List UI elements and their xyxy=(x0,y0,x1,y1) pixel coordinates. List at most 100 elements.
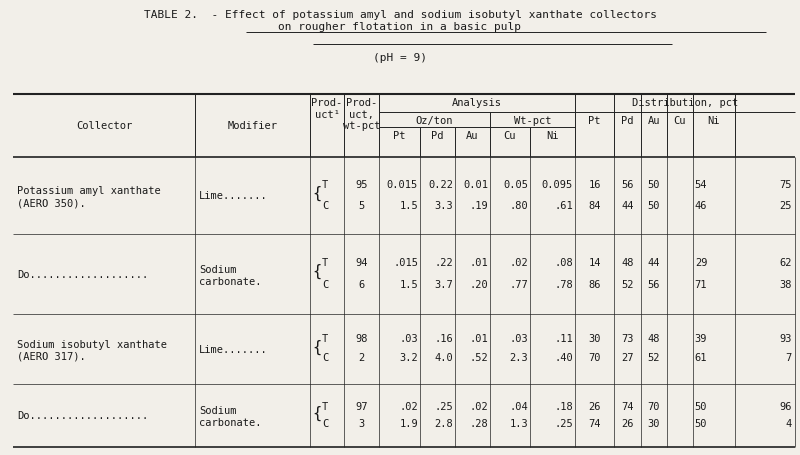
Text: {: { xyxy=(312,339,321,354)
Text: 3: 3 xyxy=(358,418,365,428)
Text: 26: 26 xyxy=(622,418,634,428)
Text: {: { xyxy=(312,405,321,420)
Text: C: C xyxy=(322,418,328,428)
Text: .04: .04 xyxy=(510,401,528,411)
Text: Potassium amyl xanthate: Potassium amyl xanthate xyxy=(17,186,161,196)
Text: Pd: Pd xyxy=(622,116,634,126)
Text: 52: 52 xyxy=(622,279,634,289)
Text: 94: 94 xyxy=(355,258,368,268)
Text: carbonate.: carbonate. xyxy=(199,276,262,286)
Text: 2.8: 2.8 xyxy=(434,418,453,428)
Text: Au: Au xyxy=(648,116,660,126)
Text: 70: 70 xyxy=(648,401,660,411)
Text: .02: .02 xyxy=(470,401,488,411)
Text: 30: 30 xyxy=(588,334,601,344)
Text: 27: 27 xyxy=(622,353,634,363)
Text: 16: 16 xyxy=(588,180,601,190)
Text: 0.015: 0.015 xyxy=(386,180,418,190)
Text: 95: 95 xyxy=(355,180,368,190)
Text: 3.7: 3.7 xyxy=(434,279,453,289)
Text: .40: .40 xyxy=(554,353,573,363)
Text: 0.05: 0.05 xyxy=(503,180,528,190)
Text: 52: 52 xyxy=(648,353,660,363)
Text: Do...................: Do................... xyxy=(17,410,148,420)
Text: 71: 71 xyxy=(694,279,707,289)
Text: 4: 4 xyxy=(786,418,792,428)
Text: Prod-
uct,
wt-pct: Prod- uct, wt-pct xyxy=(342,98,380,131)
Text: Distribution, pct: Distribution, pct xyxy=(632,98,738,108)
Text: {: { xyxy=(312,263,321,279)
Text: .02: .02 xyxy=(399,401,418,411)
Text: Lime.......: Lime....... xyxy=(199,191,268,201)
Text: 1.5: 1.5 xyxy=(399,279,418,289)
Text: Collector: Collector xyxy=(76,121,132,131)
Text: 4.0: 4.0 xyxy=(434,353,453,363)
Text: .77: .77 xyxy=(510,279,528,289)
Text: 0.22: 0.22 xyxy=(428,180,453,190)
Text: .52: .52 xyxy=(470,353,488,363)
Text: 54: 54 xyxy=(694,180,707,190)
Text: 97: 97 xyxy=(355,401,368,411)
Text: {: { xyxy=(312,185,321,201)
Text: 3.3: 3.3 xyxy=(434,200,453,210)
Text: .08: .08 xyxy=(554,258,573,268)
Text: (pH = 9): (pH = 9) xyxy=(373,53,427,63)
Text: .16: .16 xyxy=(434,334,453,344)
Text: 70: 70 xyxy=(588,353,601,363)
Text: Au: Au xyxy=(466,131,478,141)
Text: C: C xyxy=(322,279,328,289)
Text: .80: .80 xyxy=(510,200,528,210)
Text: 74: 74 xyxy=(588,418,601,428)
Text: 25: 25 xyxy=(779,200,792,210)
Text: 14: 14 xyxy=(588,258,601,268)
Text: 46: 46 xyxy=(694,200,707,210)
Text: 48: 48 xyxy=(648,334,660,344)
Text: .25: .25 xyxy=(434,401,453,411)
Text: 44: 44 xyxy=(648,258,660,268)
Text: 84: 84 xyxy=(588,200,601,210)
Text: 56: 56 xyxy=(648,279,660,289)
Text: 39: 39 xyxy=(694,334,707,344)
Text: (AERO 350).: (AERO 350). xyxy=(17,198,86,208)
Text: 2.3: 2.3 xyxy=(510,353,528,363)
Text: C: C xyxy=(322,353,328,363)
Text: Ni: Ni xyxy=(546,131,558,141)
Text: 0.095: 0.095 xyxy=(542,180,573,190)
Text: .61: .61 xyxy=(554,200,573,210)
Text: 2: 2 xyxy=(358,353,365,363)
Text: 1.9: 1.9 xyxy=(399,418,418,428)
Text: 74: 74 xyxy=(622,401,634,411)
Text: 50: 50 xyxy=(694,401,707,411)
Text: 86: 86 xyxy=(588,279,601,289)
Text: 73: 73 xyxy=(622,334,634,344)
Text: .18: .18 xyxy=(554,401,573,411)
Text: 61: 61 xyxy=(694,353,707,363)
Text: Lime.......: Lime....... xyxy=(199,344,268,354)
Text: T: T xyxy=(322,258,328,268)
Text: Oz/ton: Oz/ton xyxy=(416,116,454,126)
Text: .20: .20 xyxy=(470,279,488,289)
Text: 0.01: 0.01 xyxy=(463,180,488,190)
Text: Pd: Pd xyxy=(431,131,444,141)
Text: Do...................: Do................... xyxy=(17,269,148,279)
Text: C: C xyxy=(322,200,328,210)
Text: Modifier: Modifier xyxy=(227,121,278,131)
Text: Cu: Cu xyxy=(504,131,516,141)
Text: .01: .01 xyxy=(470,334,488,344)
Text: .03: .03 xyxy=(399,334,418,344)
Text: 38: 38 xyxy=(779,279,792,289)
Text: .19: .19 xyxy=(470,200,488,210)
Text: 48: 48 xyxy=(622,258,634,268)
Text: 1.3: 1.3 xyxy=(510,418,528,428)
Text: T: T xyxy=(322,180,328,190)
Text: T: T xyxy=(322,334,328,344)
Text: Sodium isobutyl xanthate: Sodium isobutyl xanthate xyxy=(17,339,167,349)
Text: (AERO 317).: (AERO 317). xyxy=(17,351,86,361)
Text: 50: 50 xyxy=(648,180,660,190)
Text: .22: .22 xyxy=(434,258,453,268)
Text: .015: .015 xyxy=(393,258,418,268)
Text: .02: .02 xyxy=(510,258,528,268)
Text: carbonate.: carbonate. xyxy=(199,418,262,428)
Text: TABLE 2.  - Effect of potassium amyl and sodium isobutyl xanthate collectors: TABLE 2. - Effect of potassium amyl and … xyxy=(143,10,657,20)
Text: 62: 62 xyxy=(779,258,792,268)
